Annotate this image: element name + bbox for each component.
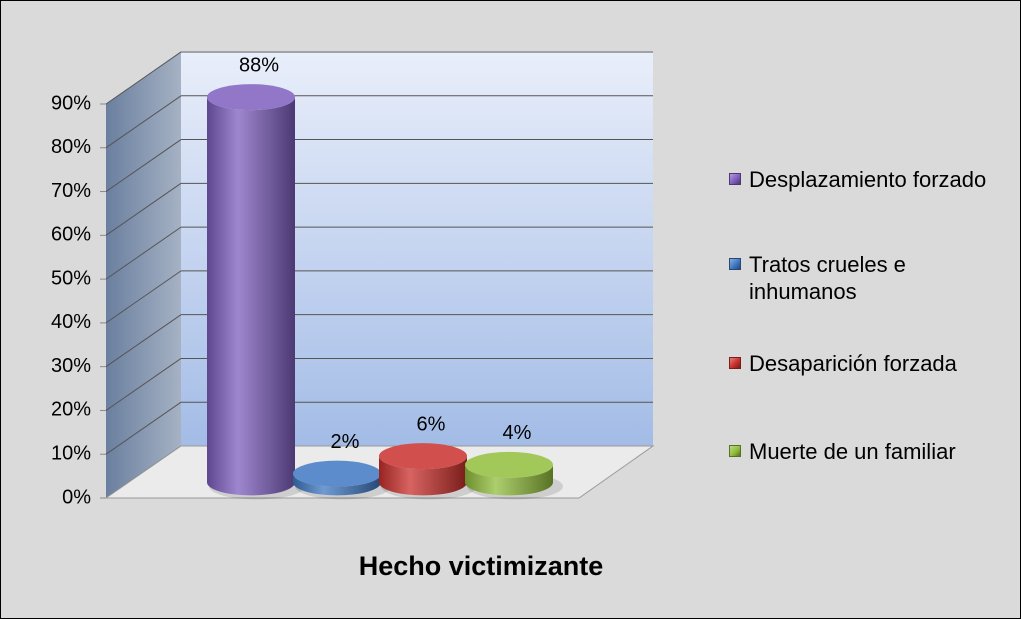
cylinder-top	[379, 443, 467, 470]
legend-label: Desplazamiento forzado	[749, 167, 987, 192]
grid-line	[105, 51, 182, 105]
grid-line	[105, 358, 182, 411]
x-axis-title: Hecho victimizante	[359, 551, 604, 581]
legend-marker	[729, 445, 741, 457]
y-tick-label: 90%	[51, 92, 91, 114]
legend-label: Desaparición forzada	[749, 351, 957, 376]
cylinder-top	[293, 460, 381, 487]
value-label: 6%	[417, 413, 446, 435]
legend-marker	[729, 173, 741, 185]
grid-line	[105, 314, 182, 368]
y-tick-label: 20%	[51, 399, 91, 421]
legend-marker	[729, 357, 741, 369]
cylinder-body	[465, 464, 553, 496]
grid-line	[105, 226, 182, 280]
value-label: 88%	[239, 54, 279, 76]
y-tick-label: 60%	[51, 224, 91, 246]
grid-line	[105, 401, 182, 455]
y-tick-label: 30%	[51, 355, 91, 377]
grid-line	[105, 95, 182, 149]
y-tick-label: 10%	[51, 443, 91, 465]
side-wall	[106, 51, 181, 498]
legend-label: Tratos crueles e inhumanos	[749, 252, 906, 304]
grid-line	[105, 182, 182, 236]
y-tick-label: 0%	[62, 486, 91, 508]
value-label: 2%	[331, 431, 360, 453]
y-tick-label: 70%	[51, 180, 91, 202]
y-tick-label: 80%	[51, 136, 91, 158]
cylinder-body	[293, 473, 381, 496]
cylinder-top	[465, 451, 553, 478]
grid-line	[105, 270, 182, 324]
legend-label: Muerte de un familiar	[749, 439, 956, 464]
legend-marker	[729, 258, 741, 270]
cylinder-top	[207, 84, 295, 111]
y-tick-label: 40%	[51, 311, 91, 333]
grid-line	[105, 139, 182, 192]
y-tick-label: 50%	[51, 267, 91, 289]
value-label: 4%	[503, 422, 532, 444]
cylinder-body	[207, 97, 295, 496]
cylinder-body	[379, 456, 467, 496]
